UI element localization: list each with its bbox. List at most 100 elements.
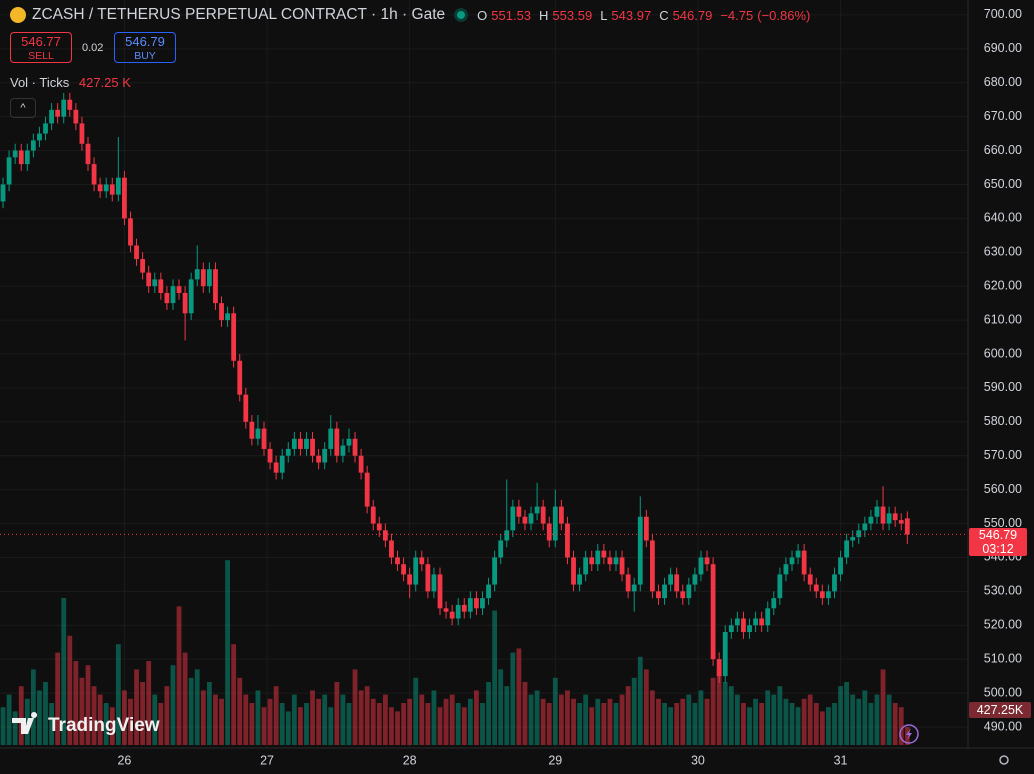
volume-bar bbox=[61, 598, 67, 745]
candle-body bbox=[285, 448, 291, 456]
candle-body bbox=[231, 313, 237, 361]
volume-bar bbox=[12, 711, 18, 745]
volume-bar bbox=[370, 698, 376, 745]
volume-bar bbox=[801, 698, 807, 745]
volume-bar bbox=[710, 677, 716, 745]
volume-bar bbox=[279, 703, 285, 745]
volume-bar bbox=[662, 703, 667, 745]
y-tick-label: 690.00 bbox=[984, 41, 1022, 55]
volume-bar bbox=[510, 652, 516, 745]
candle-body bbox=[832, 574, 837, 592]
settings-icon[interactable] bbox=[999, 755, 1009, 765]
spread: 0.02 bbox=[82, 42, 104, 54]
volume-bar bbox=[364, 686, 370, 745]
y-tick-label: 670.00 bbox=[984, 109, 1022, 123]
candle-body bbox=[777, 574, 783, 599]
volume-bar bbox=[868, 703, 874, 745]
candle-body bbox=[692, 574, 698, 585]
y-tick-label: 660.00 bbox=[984, 143, 1022, 157]
y-tick-label: 620.00 bbox=[984, 278, 1022, 292]
x-tick-label: 26 bbox=[117, 753, 131, 767]
candle-body bbox=[243, 394, 249, 422]
candle-body bbox=[565, 523, 570, 558]
y-tick-label: 530.00 bbox=[984, 584, 1022, 598]
volume-bar bbox=[886, 694, 892, 745]
volume-bar bbox=[856, 698, 862, 745]
y-tick-label: 630.00 bbox=[984, 245, 1022, 259]
candle-body bbox=[128, 218, 133, 246]
volume-bar bbox=[783, 698, 789, 745]
volume-bar bbox=[267, 698, 273, 745]
candle-body bbox=[765, 608, 771, 626]
y-tick-label: 650.00 bbox=[984, 177, 1022, 191]
volume-bar bbox=[461, 707, 467, 745]
volume-bar bbox=[310, 690, 315, 745]
volume-bar bbox=[322, 694, 328, 745]
candle-body bbox=[146, 272, 152, 287]
candle-body bbox=[24, 150, 30, 165]
volume-bar bbox=[741, 703, 746, 745]
volume-bar bbox=[486, 682, 491, 745]
candle-body bbox=[722, 632, 728, 677]
candle-body bbox=[892, 513, 898, 521]
candle-body bbox=[480, 598, 485, 609]
candle-body bbox=[213, 269, 218, 304]
volume-bar bbox=[243, 694, 249, 745]
candle-body bbox=[194, 269, 200, 280]
candle-body bbox=[164, 292, 170, 304]
legend-value: 553.59 bbox=[552, 7, 593, 23]
collapse-button[interactable]: ^ bbox=[10, 98, 36, 118]
candle-body bbox=[698, 557, 704, 575]
x-tick-label: 30 bbox=[691, 753, 705, 767]
volume-bar bbox=[455, 703, 461, 745]
buy-label: BUY bbox=[134, 50, 156, 62]
candle-body bbox=[79, 123, 85, 144]
last-price: 546.79 bbox=[978, 528, 1018, 542]
candle-body bbox=[844, 540, 850, 558]
volume-bar bbox=[522, 682, 528, 745]
volume-bar bbox=[826, 707, 831, 745]
candle-body bbox=[6, 157, 12, 185]
volume-bar bbox=[431, 690, 437, 745]
candle-body bbox=[516, 506, 522, 517]
legend-key: L bbox=[600, 7, 608, 23]
volume-bar bbox=[680, 698, 686, 745]
legend-key: O bbox=[477, 7, 488, 23]
candle-body bbox=[759, 618, 765, 626]
candle-body bbox=[886, 513, 892, 524]
volume-bar bbox=[844, 682, 850, 745]
volume-bar bbox=[449, 694, 455, 745]
sell-button[interactable]: 546.77 SELL bbox=[10, 32, 72, 63]
volume-bar bbox=[85, 665, 91, 745]
change: −4.75 bbox=[720, 7, 754, 23]
volume-bar bbox=[583, 694, 589, 745]
candle-body bbox=[389, 540, 394, 558]
volume-bar bbox=[759, 703, 765, 745]
volume-bar bbox=[291, 694, 297, 745]
candle-body bbox=[73, 109, 79, 124]
volume-bar bbox=[838, 686, 843, 745]
volume-bar bbox=[595, 698, 601, 745]
lightning-icon[interactable] bbox=[899, 724, 919, 744]
candle-body bbox=[298, 438, 303, 449]
candle-body bbox=[838, 557, 843, 575]
volume-bar bbox=[892, 703, 898, 745]
candle-body bbox=[898, 520, 904, 524]
candle-body bbox=[486, 584, 491, 599]
candle-body bbox=[601, 550, 607, 558]
volume-bar bbox=[128, 698, 133, 745]
symbol-title: ZCASH / TETHERUS PERPETUAL CONTRACT · 1h… bbox=[32, 6, 446, 23]
volume-bar bbox=[407, 698, 413, 745]
candle-body bbox=[279, 455, 285, 473]
buy-button[interactable]: 546.79 BUY bbox=[114, 32, 176, 63]
candle-body bbox=[291, 438, 297, 449]
volume-bar bbox=[97, 694, 103, 745]
candle-body bbox=[868, 516, 874, 524]
volume-bar bbox=[316, 698, 322, 745]
volume-bar bbox=[49, 703, 54, 745]
candle-body bbox=[85, 143, 91, 165]
candle-body bbox=[643, 516, 649, 541]
candle-body bbox=[437, 574, 443, 609]
volume-bar bbox=[401, 703, 406, 745]
candle-body bbox=[30, 140, 36, 151]
